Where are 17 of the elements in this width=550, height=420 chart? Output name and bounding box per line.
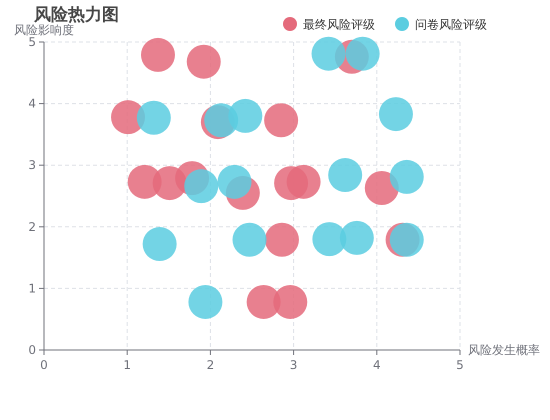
x-tick-label: 1 <box>123 358 132 372</box>
x-tick-label: 0 <box>40 358 48 372</box>
y-tick-label: 4 <box>28 96 36 111</box>
x-axis-title: 风险发生概率 <box>468 343 540 357</box>
x-tick-label: 3 <box>290 358 298 372</box>
x-tick-label: 2 <box>206 358 214 372</box>
legend-label: 最终风险评级 <box>303 18 375 32</box>
legend-label: 问卷风险评级 <box>415 18 487 32</box>
y-tick-label: 5 <box>28 35 36 49</box>
chart-title: 风险热力图 <box>33 5 119 25</box>
y-tick-label: 3 <box>28 158 36 172</box>
x-tick-label: 5 <box>456 358 464 372</box>
y-tick-label: 1 <box>28 281 36 296</box>
y-axis-title: 风险影响度 <box>14 23 74 37</box>
y-tick-label: 2 <box>28 220 36 234</box>
y-tick-label: 0 <box>28 343 36 357</box>
x-tick-label: 4 <box>372 358 381 372</box>
